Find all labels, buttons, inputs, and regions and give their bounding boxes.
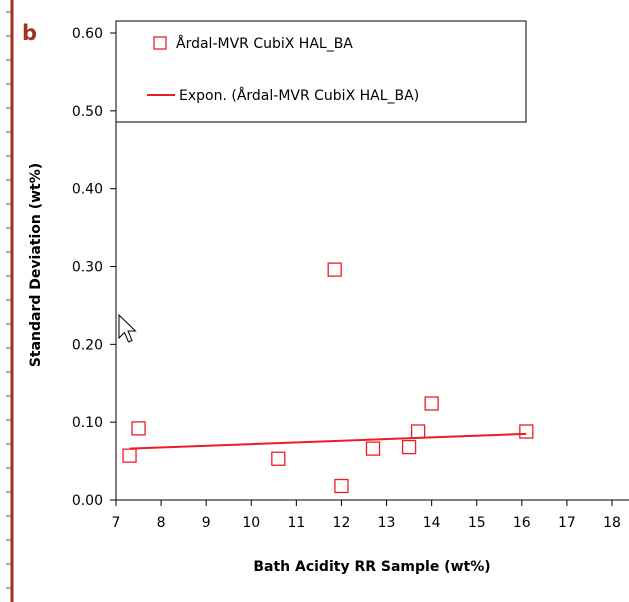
data-point [424,396,439,411]
legend-box [115,20,527,123]
x-tick-label: 8 [157,515,166,531]
x-tick-label: 14 [423,515,441,531]
x-tick-label: 7 [112,515,121,531]
x-tick-label: 16 [513,515,531,531]
x-tick-label: 18 [603,515,621,531]
x-tick-label: 12 [333,515,351,531]
data-point [334,478,349,494]
x-tick-label: 10 [242,515,260,531]
legend: Årdal-MVR CubiX HAL_BA Expon. (Årdal-MVR… [115,20,527,123]
data-point [365,441,381,456]
y-tick-label: 0.20 [72,337,103,353]
data-point [271,451,286,466]
data-point [401,439,417,455]
y-tick-label: 0.60 [72,26,103,42]
mouse-pointer-icon [118,314,137,343]
y-tick-label: 0.30 [72,260,103,276]
y-tick-label: 0.00 [72,493,103,509]
panel-label: b [22,21,37,45]
x-tick-label: 15 [468,515,486,531]
trendline [129,432,527,450]
data-point [131,421,146,436]
trendline-layer [129,432,527,450]
x-tick-label: 9 [202,515,211,531]
legend-marker-square [153,36,167,50]
y-tick-label: 0.10 [72,415,103,431]
legend-label-trendline: Expon. (Årdal-MVR CubiX HAL_BA) [179,87,419,104]
x-axis-title: Bath Acidity RR Sample (wt%) [253,559,490,575]
x-tick-label: 17 [558,515,576,531]
data-point [122,448,137,463]
y-tick-label: 0.40 [72,182,103,198]
legend-label-series: Årdal-MVR CubiX HAL_BA [176,35,353,52]
x-axis-ticks: 7 8 9 10 11 12 13 14 15 16 17 18 [112,500,621,531]
data-points [122,262,534,494]
y-axis-title: Standard Deviation (wt%) [28,163,44,367]
y-axis-ticks: 0.00 0.10 0.20 0.30 0.40 0.50 0.60 [72,26,116,509]
x-tick-label: 11 [287,515,305,531]
y-tick-label: 0.50 [72,104,103,120]
x-tick-label: 13 [378,515,396,531]
data-point [327,262,342,277]
data-point [410,424,426,439]
left-accent-ticks [6,11,12,589]
data-point [519,424,534,439]
